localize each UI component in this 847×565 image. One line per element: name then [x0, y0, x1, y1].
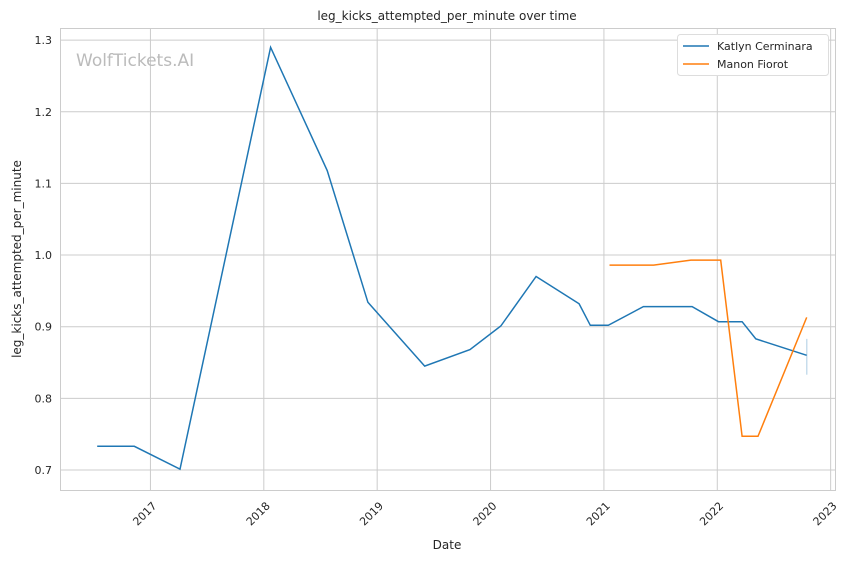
watermark: WolfTickets.AI	[76, 51, 194, 71]
legend-label-0: Katlyn Cerminara	[717, 40, 813, 53]
x-tick-label: 2022	[697, 499, 726, 528]
x-tick-label: 2017	[130, 499, 159, 528]
y-tick-label: 0.7	[35, 464, 53, 477]
x-axis-label: Date	[433, 538, 462, 552]
y-tick-label: 1.2	[35, 106, 53, 119]
legend: Katlyn Cerminara Manon Fiorot	[677, 34, 829, 76]
x-tick-label: 2019	[357, 499, 386, 528]
y-tick-label: 1.1	[35, 177, 53, 190]
x-tick-label: 2023	[811, 499, 840, 528]
legend-box	[677, 34, 829, 76]
series-line-1	[609, 259, 808, 438]
x-tick-label: 2021	[584, 499, 613, 528]
y-axis-label: leg_kicks_attempted_per_minute	[10, 160, 24, 358]
ticks: 2017 2018 2019 2020 2021 2022 2023 0.7 0.8 0.9 1.0…	[35, 34, 840, 528]
legend-label-1: Manon Fiorot	[717, 58, 789, 71]
plot-frame	[60, 28, 836, 491]
y-tick-label: 1.3	[35, 34, 53, 47]
x-tick-label: 2020	[471, 499, 500, 528]
chart-title: leg_kicks_attempted_per_minute over time	[317, 9, 576, 23]
grid	[60, 28, 835, 490]
y-tick-label: 0.9	[35, 321, 53, 334]
series-lines	[97, 44, 808, 471]
series-line-0	[97, 44, 807, 471]
x-tick-label: 2018	[244, 499, 273, 528]
y-tick-label: 1.0	[35, 249, 53, 262]
y-tick-label: 0.8	[35, 392, 53, 405]
